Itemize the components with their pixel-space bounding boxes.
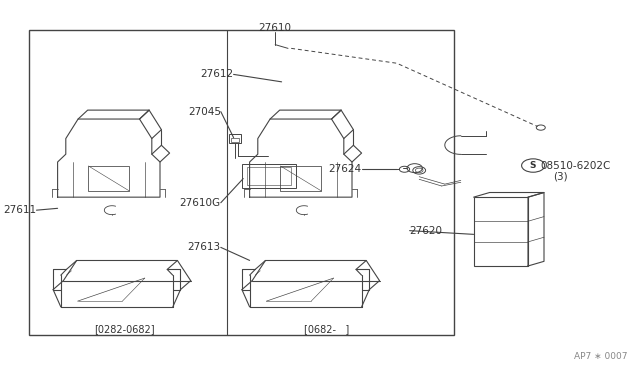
- Bar: [247, 167, 291, 185]
- Text: 27620: 27620: [410, 226, 443, 235]
- Text: [0282-0682]: [0282-0682]: [95, 324, 155, 334]
- Bar: [29, 30, 454, 335]
- Bar: [231, 138, 239, 142]
- Text: S: S: [530, 161, 536, 170]
- Bar: [280, 166, 321, 191]
- Text: 27624: 27624: [328, 164, 362, 174]
- Text: 27610: 27610: [259, 23, 292, 33]
- Text: 27610G: 27610G: [180, 198, 221, 208]
- Bar: [229, 134, 241, 143]
- Text: 27045: 27045: [188, 107, 221, 116]
- Bar: [88, 166, 129, 191]
- Text: 27612: 27612: [200, 70, 234, 79]
- Text: AP7 ∗ 0007: AP7 ∗ 0007: [573, 352, 627, 361]
- Text: [0682-   ]: [0682- ]: [304, 324, 349, 334]
- Text: 27613: 27613: [188, 243, 221, 252]
- Text: 08510-6202C: 08510-6202C: [541, 161, 611, 170]
- Bar: [242, 164, 296, 188]
- Bar: [474, 197, 528, 266]
- Text: 27611: 27611: [3, 205, 36, 215]
- Text: (3): (3): [554, 172, 568, 182]
